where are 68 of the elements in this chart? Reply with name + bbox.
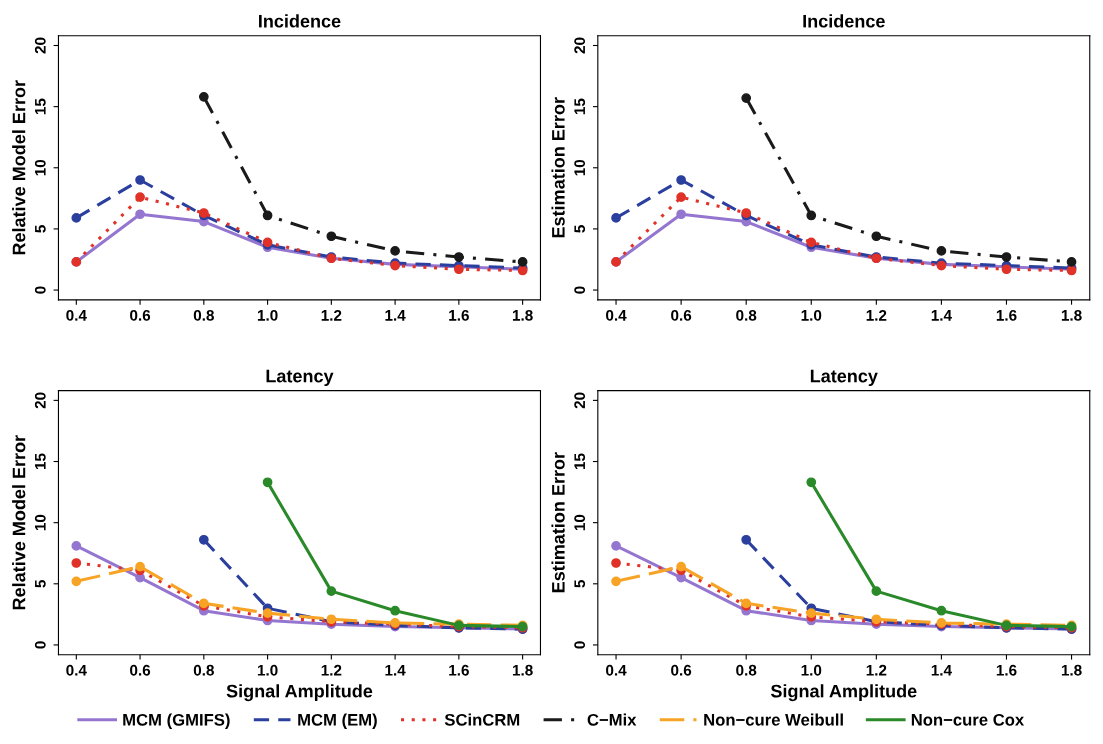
y-tick-label: 15 — [35, 98, 46, 115]
y-axis-title: Relative Model Error — [12, 80, 26, 255]
x-tick-label: 0.4 — [66, 664, 87, 676]
x-tick-label: 1.4 — [931, 310, 952, 321]
x-tick-label: 1.4 — [385, 310, 406, 321]
x-tick-label: 1.8 — [1061, 309, 1082, 321]
x-tick-label: 1.4 — [385, 665, 406, 676]
y-tick-label: 10 — [34, 514, 46, 531]
y-tick-label: 15 — [35, 453, 46, 470]
y-axis-title: Estimation Error — [551, 97, 565, 238]
x-tick-label: 1.8 — [1061, 664, 1082, 676]
y-axis-title: Relative Model Error — [12, 435, 26, 610]
y-axis-title: Estimation Error — [551, 452, 565, 593]
x-axis-title: Signal Amplitude — [770, 684, 917, 702]
y-tick-label: 20 — [574, 37, 586, 54]
legend-label: Non−cure Cox — [911, 713, 1025, 726]
y-tick-label: 5 — [574, 579, 586, 588]
y-tick-label: 5 — [35, 579, 46, 588]
x-tick-label: 1.6 — [449, 309, 469, 321]
y-tick-label: 0 — [34, 641, 46, 649]
x-tick-label: 1.6 — [449, 664, 469, 676]
x-tick-label: 0.6 — [671, 664, 692, 676]
legend-label: MCM (GMIFS) — [123, 713, 230, 729]
y-tick-label: 5 — [574, 225, 586, 233]
x-tick-label: 1.8 — [512, 309, 533, 321]
x-tick-label: 0.8 — [193, 664, 214, 676]
y-tick-label: 5 — [35, 225, 46, 233]
y-tick-label: 15 — [574, 98, 586, 115]
x-tick-label: 1.2 — [866, 309, 887, 321]
legend-label: C−Mix — [587, 713, 637, 726]
y-tick-label: 20 — [34, 37, 46, 54]
x-tick-label: 1.6 — [996, 309, 1017, 321]
x-tick-label: 1.2 — [866, 664, 887, 676]
x-tick-label: 0.8 — [193, 309, 214, 321]
x-tick-label: 0.4 — [66, 309, 87, 321]
x-tick-label: 1.0 — [257, 309, 278, 321]
x-tick-label: 0.6 — [671, 309, 692, 321]
x-tick-label: 1.6 — [996, 664, 1017, 676]
x-tick-label: 1.2 — [321, 309, 342, 321]
y-tick-label: 0 — [574, 286, 586, 294]
legend-label: Non−cure Weibull — [704, 713, 843, 726]
y-tick-label: 20 — [34, 392, 46, 409]
y-tick-label: 10 — [574, 514, 586, 531]
x-tick-label: 1.0 — [801, 664, 822, 676]
x-tick-label: 0.4 — [606, 664, 627, 676]
chart-title: Latency — [810, 369, 878, 387]
x-tick-label: 0.6 — [130, 309, 151, 321]
x-tick-label: 1.0 — [257, 664, 278, 676]
y-tick-label: 10 — [574, 159, 586, 176]
x-tick-label: 1.8 — [512, 664, 533, 676]
y-tick-label: 10 — [34, 159, 46, 176]
chart-title: Latency — [266, 369, 334, 387]
x-tick-label: 0.8 — [736, 309, 757, 321]
y-tick-label: 0 — [574, 641, 586, 649]
chart-title: Incidence — [259, 14, 341, 28]
x-tick-label: 0.6 — [130, 664, 151, 676]
chart-title: Incidence — [803, 14, 885, 28]
x-tick-label: 1.4 — [931, 665, 952, 676]
y-tick-label: 20 — [574, 392, 586, 409]
y-tick-label: 0 — [34, 286, 46, 294]
legend-label: SCinCRM — [444, 713, 520, 726]
y-tick-label: 15 — [574, 453, 586, 470]
x-tick-label: 0.4 — [606, 309, 627, 321]
x-tick-label: 0.8 — [736, 664, 757, 676]
legend-label: MCM (EM) — [298, 713, 377, 729]
x-tick-label: 1.2 — [321, 664, 342, 676]
x-axis-title: Signal Amplitude — [226, 684, 373, 702]
x-tick-label: 1.0 — [801, 309, 822, 321]
